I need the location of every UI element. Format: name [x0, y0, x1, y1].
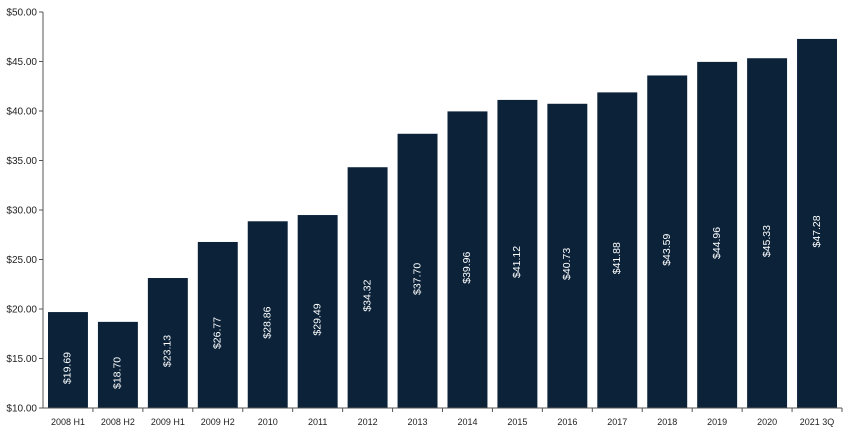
bar — [647, 75, 688, 409]
bar — [497, 99, 538, 409]
x-tick-label: 2008 H1 — [51, 417, 85, 427]
bar — [447, 111, 488, 409]
bar — [197, 241, 238, 408]
data-label: $34.32 — [361, 279, 373, 311]
y-tick-label: $15.00 — [6, 354, 37, 365]
x-tick-label: 2020 — [757, 417, 777, 427]
y-tick-label: $25.00 — [6, 255, 37, 266]
x-tick-label: 2009 H1 — [151, 417, 185, 427]
y-tick-label: $10.00 — [6, 404, 37, 415]
data-label: $19.69 — [62, 352, 74, 384]
bar — [397, 133, 438, 408]
data-label: $29.49 — [311, 303, 323, 335]
bar — [347, 167, 388, 408]
x-tick-label: 2014 — [457, 417, 477, 427]
y-axis: $10.00 $15.00 $20.00 $25.00 $30.00 $35.00 $40.… — [6, 8, 44, 415]
x-axis: 2008 H1 2008 H2 2009 H1 2009 H2 2010 2011 2012… — [43, 407, 843, 427]
x-tick-label: 2017 — [607, 417, 627, 427]
data-label: $44.96 — [711, 227, 723, 259]
bar — [297, 215, 338, 408]
x-tick-label: 2009 H2 — [201, 417, 235, 427]
y-tick-label: $45.00 — [6, 57, 37, 68]
data-label: $18.70 — [112, 357, 124, 389]
x-tick-label: 2013 — [408, 417, 428, 427]
bar — [797, 38, 838, 408]
x-tick-label: 2010 — [258, 417, 278, 427]
data-label: $45.33 — [761, 225, 773, 257]
bar — [547, 103, 588, 408]
x-tick-label: 2011 — [308, 417, 327, 427]
data-label: $23.13 — [162, 335, 174, 367]
bar — [97, 321, 138, 408]
y-tick-label: $40.00 — [6, 107, 37, 118]
x-tick-label: 2021 3Q — [800, 417, 835, 427]
bar-labels: $19.69 $18.70 $23.13 $26.77 $28.86 $29.49 $34.… — [62, 215, 823, 389]
data-label: $39.96 — [461, 251, 473, 283]
bar — [247, 221, 288, 408]
y-tick-label: $50.00 — [6, 8, 37, 19]
x-tick-label: 2015 — [507, 417, 527, 427]
y-tick-label: $30.00 — [6, 206, 37, 217]
bar — [747, 58, 788, 408]
bars — [47, 38, 838, 409]
x-tick-label: 2019 — [707, 417, 727, 427]
data-label: $37.70 — [411, 263, 423, 295]
data-label: $40.73 — [561, 248, 573, 280]
y-tick-label: $35.00 — [6, 156, 37, 167]
data-label: $26.77 — [212, 317, 224, 349]
bar — [697, 61, 738, 409]
data-label: $41.12 — [511, 246, 523, 278]
bar — [47, 312, 88, 408]
x-tick-label: 2018 — [657, 417, 677, 427]
data-label: $47.28 — [811, 215, 823, 247]
data-label: $41.88 — [611, 242, 623, 274]
data-label: $28.86 — [262, 306, 274, 338]
x-tick-label: 2016 — [557, 417, 577, 427]
data-label: $43.59 — [661, 234, 673, 266]
y-tick-label: $20.00 — [6, 305, 37, 316]
x-tick-label: 2012 — [358, 417, 378, 427]
x-tick-label: 2008 H2 — [101, 417, 135, 427]
bar — [597, 92, 638, 408]
bar — [147, 278, 188, 408]
